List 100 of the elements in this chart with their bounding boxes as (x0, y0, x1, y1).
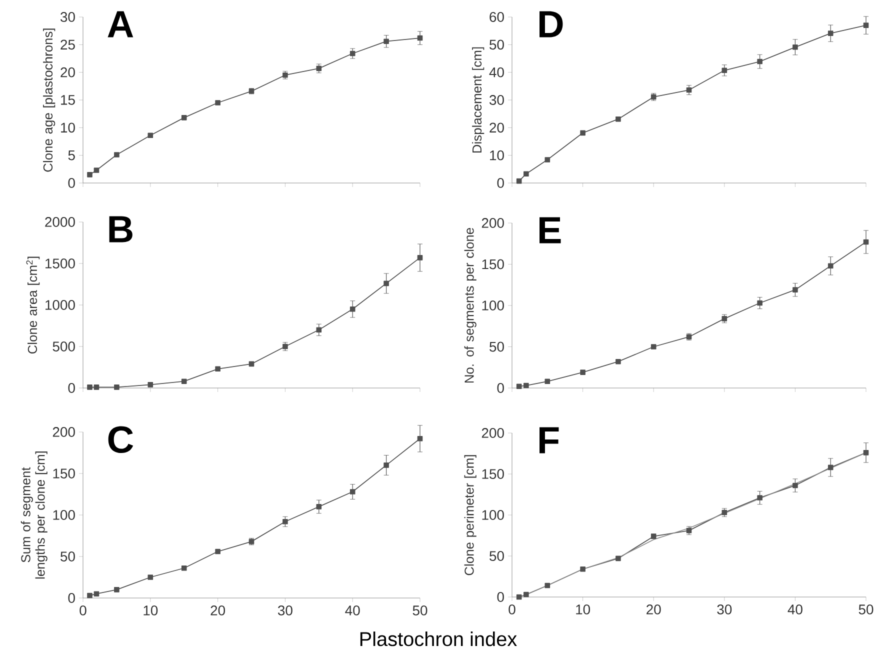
chart-title: E (540, 217, 561, 244)
point (94, 168, 100, 173)
point (544, 378, 550, 384)
x-tick-label: 20 (646, 604, 661, 614)
y-axis-title: Clone area [cm$^{2}$] (26, 256, 40, 354)
y-tick-label: 50 (490, 342, 504, 352)
point (384, 280, 389, 286)
point (757, 58, 762, 64)
point (863, 22, 869, 28)
point (316, 327, 322, 333)
point (417, 35, 423, 41)
point (792, 287, 798, 292)
y-tick-label: 5 (68, 150, 75, 160)
point (863, 239, 869, 245)
y-tick-label: 0 (68, 593, 75, 603)
point (417, 255, 423, 260)
point (757, 495, 762, 500)
point (148, 382, 154, 388)
point (828, 263, 834, 269)
point (215, 100, 220, 106)
point (650, 344, 656, 350)
y-tick-label: 20 (60, 67, 75, 78)
point (580, 370, 586, 375)
point (828, 464, 834, 470)
y-tick-label: 60 (490, 12, 504, 22)
y-tick-label: 20 (490, 122, 504, 133)
x-tick-label: 20 (210, 606, 226, 616)
point (282, 518, 288, 524)
point (686, 87, 692, 93)
point (114, 384, 120, 390)
y-tick-label: 150 (482, 469, 504, 479)
y-axis-title: Clone age [plastochrons] (43, 28, 56, 172)
point (580, 130, 586, 136)
point (87, 384, 92, 390)
y-tick-label: 0 (497, 592, 504, 602)
point (94, 384, 100, 390)
y-tick-label: 15 (61, 95, 75, 105)
y-tick-label: 100 (482, 300, 504, 310)
x-tick-label: 10 (144, 606, 158, 616)
y-tick-label: 2000 (45, 217, 75, 227)
y-tick-label: 50 (60, 552, 75, 562)
y-tick-label: 1000 (46, 300, 75, 310)
point (316, 504, 322, 510)
point (544, 157, 550, 162)
x-tick-label: 10 (576, 604, 590, 614)
point (524, 592, 529, 598)
y-tick-label: 0 (68, 178, 75, 188)
point (316, 66, 322, 72)
y-tick-label: 10 (490, 150, 504, 160)
x-tick-label: 50 (858, 604, 874, 614)
y-tick-label: 200 (482, 428, 504, 438)
y-tick-label: 200 (482, 218, 504, 228)
x-tick-label: 50 (412, 606, 428, 616)
point (722, 316, 728, 322)
y-tick-label: 30 (60, 12, 75, 22)
x-tick-label: 40 (345, 606, 360, 616)
point (524, 382, 529, 388)
point (114, 587, 120, 592)
point (863, 450, 869, 456)
x-tick-label: 30 (717, 604, 732, 614)
y-tick-label: 25 (60, 40, 75, 50)
y-tick-label: 0 (497, 383, 504, 393)
point (114, 152, 120, 158)
x-tick-label: 40 (788, 604, 802, 614)
point (580, 566, 586, 572)
chart-title: A (108, 11, 134, 38)
point (350, 489, 356, 494)
point (792, 482, 798, 488)
point (215, 548, 220, 554)
x-tick-label: 0 (80, 606, 86, 616)
point (757, 300, 762, 306)
point (181, 115, 187, 120)
point (215, 366, 220, 372)
y-tick-label: 50 (490, 40, 504, 50)
y-axis-title: Displacement [cm] (472, 47, 484, 153)
point (181, 378, 187, 384)
y-tick-label: 100 (53, 510, 75, 520)
y-tick-label: 150 (53, 468, 75, 478)
y-tick-label: 200 (52, 427, 75, 437)
y-axis-title: No. of segments per clone (464, 228, 476, 383)
point (350, 306, 356, 312)
x-axis-title: Plastochron index (360, 632, 517, 646)
chart-title: D (540, 11, 563, 38)
y-tick-label: 0 (497, 178, 504, 188)
point (148, 574, 154, 580)
y-tick-label: 150 (482, 259, 504, 270)
y-axis-title: Sum of segment lengths per clone [cm] (20, 452, 48, 579)
point (417, 436, 423, 442)
y-tick-label: 10 (61, 122, 75, 133)
chart-title: F (540, 427, 559, 454)
chart-title: C (108, 426, 134, 454)
point (87, 172, 92, 178)
point (94, 591, 100, 596)
point (516, 384, 522, 389)
y-axis-title: Clone perimeter [cm] (464, 455, 476, 576)
y-tick-label: 1500 (46, 258, 75, 268)
point (792, 44, 798, 50)
y-tick-label: 0 (68, 383, 75, 393)
point (516, 594, 522, 600)
x-tick-label: 30 (278, 606, 292, 616)
